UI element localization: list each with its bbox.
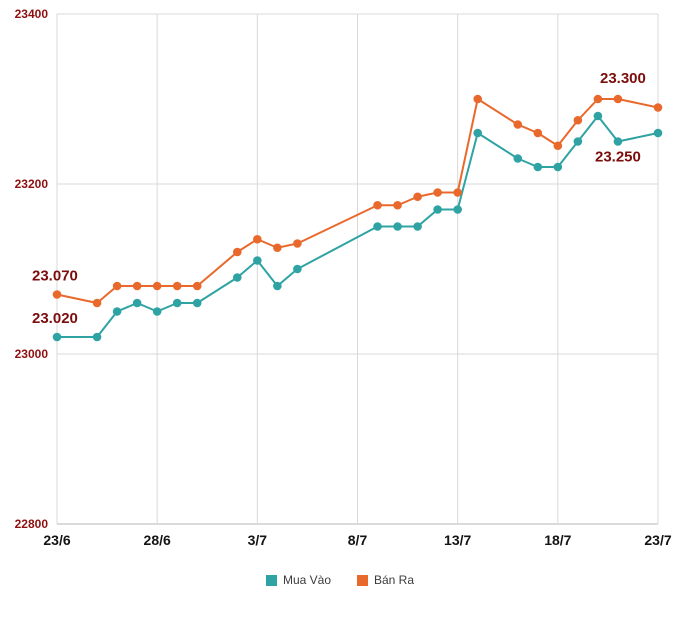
data-point-ban_ra	[373, 200, 382, 210]
legend-label: Bán Ra	[374, 573, 415, 587]
data-point-ban_ra	[453, 188, 462, 197]
x-axis-tick-label: 13/7	[444, 532, 471, 548]
data-point-mua_vao	[613, 137, 623, 146]
data-point-ban_ra	[152, 281, 162, 291]
data-point-mua_vao	[273, 281, 282, 291]
value-annotation: 23.020	[32, 310, 78, 327]
data-point-ban_ra	[393, 200, 402, 210]
legend-swatch-mua_vao	[265, 574, 277, 586]
exchange-rate-line-chart: 22800 23000 23200 23400 23/6 28/6 3/7 8/7 13/7 18…	[0, 7, 680, 587]
data-point-ban_ra	[52, 290, 62, 299]
data-point-ban_ra	[293, 239, 302, 248]
x-axis-tick-label: 23/7	[644, 532, 671, 548]
legend-item-ban_ra[interactable]: Bán Ra	[357, 573, 414, 587]
data-point-ban_ra	[92, 298, 102, 308]
data-point-ban_ra	[573, 115, 583, 125]
value-annotation: 23.300	[600, 70, 646, 87]
data-point-ban_ra	[172, 281, 182, 291]
data-point-mua_vao	[433, 205, 442, 214]
data-point-mua_vao	[533, 162, 543, 172]
data-point-mua_vao	[92, 332, 102, 342]
data-point-ban_ra	[653, 103, 663, 112]
y-axis-tick-label: 23200	[15, 177, 49, 191]
data-point-mua_vao	[653, 128, 663, 138]
data-point-ban_ra	[112, 281, 122, 291]
data-point-mua_vao	[293, 264, 302, 274]
legend-label: Mua Vào	[282, 573, 331, 587]
data-point-mua_vao	[573, 137, 583, 146]
data-point-ban_ra	[433, 188, 442, 197]
y-axis-tick-label: 23000	[15, 347, 49, 361]
data-point-mua_vao	[393, 222, 402, 231]
data-point-mua_vao	[413, 222, 422, 231]
data-point-mua_vao	[553, 162, 563, 172]
data-point-ban_ra	[473, 94, 483, 104]
y-axis-tick-label: 23400	[15, 7, 49, 21]
data-point-mua_vao	[593, 111, 603, 121]
data-point-ban_ra	[613, 94, 623, 104]
data-point-ban_ra	[553, 141, 563, 151]
legend-swatch-ban_ra	[357, 574, 368, 586]
data-point-mua_vao	[192, 298, 202, 308]
data-point-ban_ra	[192, 281, 202, 291]
chart-legend: Mua Vào Bán Ra	[0, 573, 680, 587]
data-point-mua_vao	[253, 256, 262, 265]
data-point-mua_vao	[152, 307, 162, 316]
value-annotation: 23.250	[595, 149, 641, 166]
data-point-ban_ra	[233, 247, 242, 257]
data-point-mua_vao	[52, 332, 62, 342]
data-point-mua_vao	[473, 128, 483, 138]
data-point-mua_vao	[233, 273, 242, 282]
chart-plot-area: 22800 23000 23200 23400 23/6 28/6 3/7 8/7 13/7 18…	[15, 7, 672, 548]
data-point-ban_ra	[132, 281, 142, 291]
x-axis-tick-label: 8/7	[348, 532, 368, 548]
legend-item-mua_vao[interactable]: Mua Vào	[265, 573, 331, 587]
data-point-mua_vao	[513, 154, 523, 163]
data-point-mua_vao	[132, 298, 142, 308]
y-axis-tick-label: 22800	[15, 517, 49, 531]
x-axis-tick-label: 3/7	[248, 532, 268, 548]
value-annotation: 23.070	[32, 268, 78, 285]
data-point-mua_vao	[172, 298, 182, 308]
data-point-ban_ra	[533, 128, 543, 138]
data-point-ban_ra	[513, 120, 523, 129]
data-point-ban_ra	[273, 243, 282, 253]
x-axis-tick-label: 28/6	[144, 532, 171, 548]
data-point-mua_vao	[373, 222, 382, 231]
x-axis-tick-label: 23/6	[43, 532, 70, 548]
data-point-ban_ra	[413, 192, 422, 202]
data-point-ban_ra	[593, 94, 603, 104]
x-axis-tick-label: 18/7	[544, 532, 571, 548]
data-point-mua_vao	[453, 205, 462, 214]
data-point-mua_vao	[112, 307, 122, 316]
data-point-ban_ra	[253, 234, 262, 244]
